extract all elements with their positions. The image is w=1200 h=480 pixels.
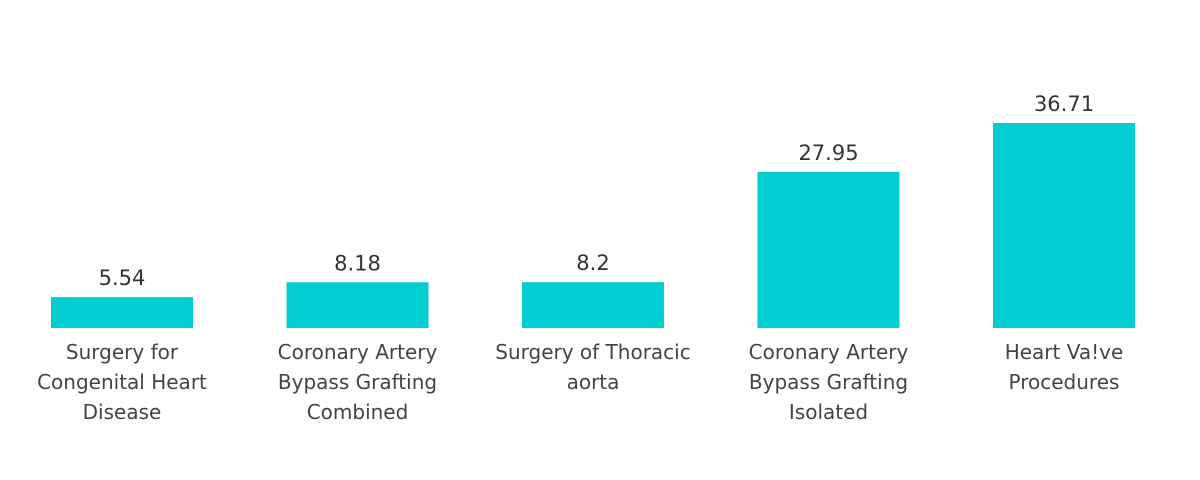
- category-label-1-line-2: Combined: [307, 400, 409, 424]
- category-label-3-line-0: Coronary Artery: [749, 340, 909, 364]
- bar-value-label-2: 8.2: [576, 251, 609, 275]
- category-label-0-line-0: Surgery for: [66, 340, 179, 364]
- bar-value-label-0: 5.54: [99, 266, 146, 290]
- category-label-3-line-2: Isolated: [789, 400, 868, 424]
- category-label-4-line-0: Heart Va!ve: [1005, 340, 1124, 364]
- category-label-0-line-1: Congenital Heart: [37, 370, 207, 394]
- category-label-3-line-1: Bypass Grafting: [749, 370, 908, 394]
- category-labels-layer: Surgery for Congenital Heart Disease Corona…: [37, 340, 1123, 424]
- category-label-1: Coronary Artery Bypass Grafting Combined: [278, 340, 438, 424]
- category-label-0: Surgery for Congenital Heart Disease: [37, 340, 207, 424]
- bar-4: [993, 123, 1135, 328]
- bar-0: [51, 297, 193, 328]
- category-label-1-line-1: Bypass Grafting: [278, 370, 437, 394]
- category-label-4: Heart Va!ve Procedures: [1005, 340, 1124, 394]
- value-labels-layer: 5.54 8.18 8.2 27.95 36.71: [99, 92, 1094, 290]
- category-label-0-line-2: Disease: [83, 400, 162, 424]
- category-label-4-line-1: Procedures: [1009, 370, 1120, 394]
- category-label-3: Coronary Artery Bypass Grafting Isolated: [749, 340, 909, 424]
- category-label-1-line-0: Coronary Artery: [278, 340, 438, 364]
- category-label-2: Surgery of Thoracic aorta: [495, 340, 690, 394]
- category-label-2-line-1: aorta: [567, 370, 620, 394]
- bar-value-label-3: 27.95: [798, 141, 858, 165]
- bar-value-label-4: 36.71: [1034, 92, 1094, 116]
- bar-value-label-1: 8.18: [334, 251, 381, 275]
- bar-3: [757, 171, 900, 328]
- bar-2: [522, 282, 664, 328]
- bar-1: [286, 282, 429, 328]
- bars-layer: [51, 123, 1135, 328]
- category-label-2-line-0: Surgery of Thoracic: [495, 340, 690, 364]
